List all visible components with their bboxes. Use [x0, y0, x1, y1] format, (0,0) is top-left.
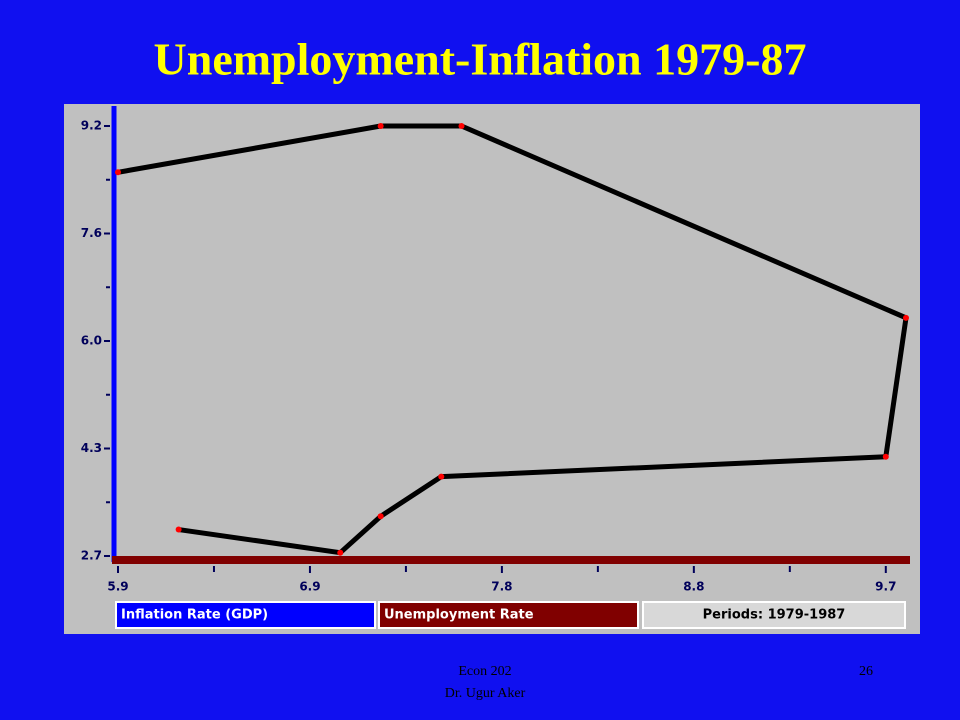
page-number: 26 — [859, 664, 873, 679]
y-tick-label: 2.7 — [81, 549, 102, 563]
data-point — [903, 314, 909, 321]
x-tick-label: 8.8 — [683, 580, 704, 594]
x-tick-label: 9.7 — [875, 580, 896, 594]
data-point — [438, 473, 445, 480]
y-axis-label-box — [115, 601, 376, 629]
plot: 2.7 4.3 6.0 7.6 9.2 5.9 6.9 7.8 8.8 9.7 Inflation … — [81, 106, 910, 629]
data-point — [377, 513, 384, 520]
data-point — [175, 526, 182, 533]
note: Periods: 1979-1987 — [703, 608, 846, 623]
data-point — [115, 169, 121, 176]
x-axis-label: Unemployment Rate — [384, 608, 534, 623]
y-tick-label: 7.6 — [81, 226, 102, 240]
footer-author: Dr. Ugur Aker — [445, 686, 526, 701]
note-box — [642, 601, 906, 629]
x-axis-label-box — [378, 601, 639, 629]
x-tick-label: 5.9 — [107, 580, 128, 594]
y-tick-label: 9.2 — [81, 119, 102, 133]
footer-course: Econ 202 — [458, 664, 511, 679]
y-tick-label: 4.3 — [81, 441, 102, 455]
data-point — [882, 453, 889, 460]
data-point — [458, 123, 465, 129]
y-tick-label: 6.0 — [81, 334, 102, 348]
x-tick-label: 7.8 — [491, 580, 512, 594]
plot-panel — [64, 104, 920, 634]
x-tick-label: 6.9 — [299, 580, 320, 594]
y-axis-label: Inflation Rate (GDP) — [121, 608, 268, 623]
data-point — [377, 123, 384, 129]
chart-title: Unemployment-Inflation 1979-87 — [154, 34, 807, 85]
data-point — [337, 549, 344, 556]
